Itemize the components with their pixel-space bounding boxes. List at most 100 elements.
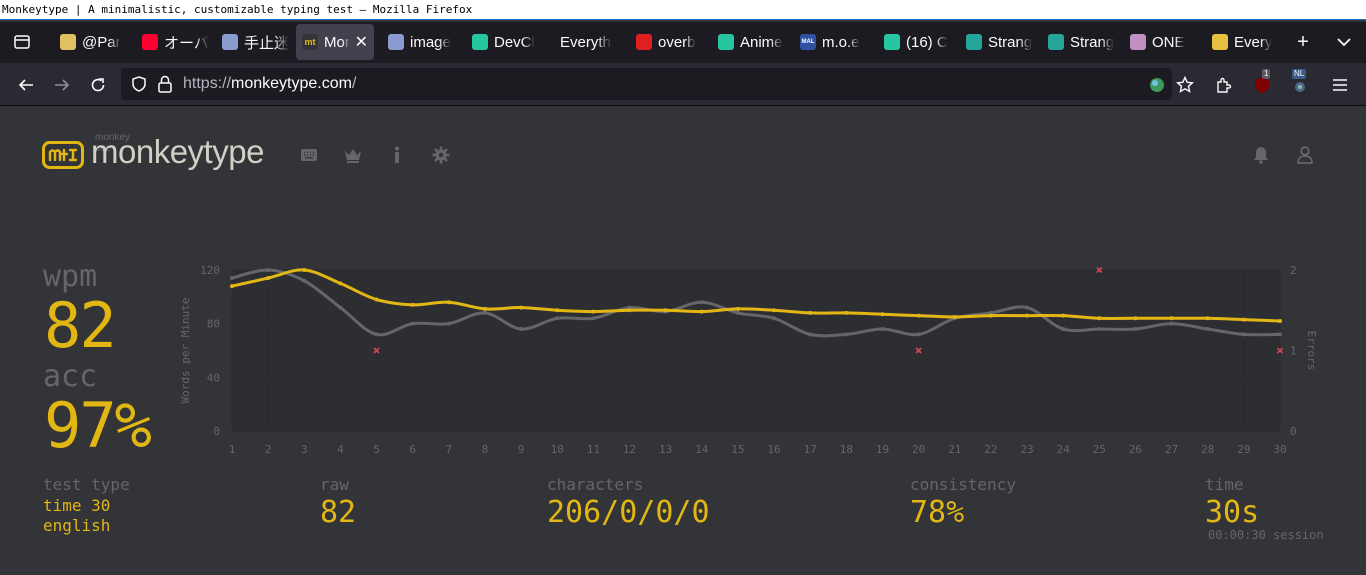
crown-icon[interactable] [343, 145, 363, 165]
chart-series-wpm-line [231, 268, 1281, 323]
chart-error-marker [1096, 266, 1103, 274]
tracking-protection-shield-icon[interactable] [131, 76, 147, 92]
chart-series-raw-point [230, 276, 234, 281]
chart-series-raw-point [266, 268, 271, 272]
firefox-view-icon[interactable] [10, 30, 34, 54]
session-time: 00:00:30 session [1208, 528, 1324, 542]
chart-series-raw-point [519, 327, 524, 332]
app-menu-button[interactable] [1328, 73, 1352, 97]
tab-label: image [410, 33, 451, 51]
chart-x-tick-label: 29 [1237, 443, 1250, 456]
chart-series-wpm-point [230, 284, 234, 289]
chart-series-raw-point [772, 316, 777, 321]
monkeytype-logo[interactable]: monkey see monkeytype [42, 132, 264, 170]
test-type-label: test type [43, 475, 130, 494]
browser-tab[interactable]: DevCl [466, 24, 542, 60]
chart-x-tick-label: 9 [518, 443, 525, 456]
extensions-button[interactable] [1212, 73, 1236, 97]
chart-series-raw-point [1205, 327, 1210, 332]
chart-series-raw-point [808, 332, 813, 337]
browser-tab[interactable]: ONE [1124, 24, 1202, 60]
ublock-icon [1255, 77, 1269, 93]
url-path: / [351, 75, 357, 92]
raw-label: raw [320, 475, 349, 494]
browser-tab[interactable]: オーバ [136, 24, 212, 60]
chart-error-marker [1276, 347, 1284, 354]
headphones-favicon-icon [966, 34, 982, 50]
arrow-right-icon [55, 79, 70, 91]
wpm-value: 82 [44, 289, 117, 362]
puzzle-icon [1217, 77, 1232, 93]
browser-tab[interactable]: Anime [712, 24, 790, 60]
browser-tab[interactable]: 手止迷 [216, 24, 292, 60]
page-translate-icon[interactable] [1148, 76, 1166, 94]
tab-label: ONE [1152, 33, 1185, 51]
url-text[interactable]: https://monkeytype.com/ [183, 75, 356, 93]
url-bar[interactable]: https://monkeytype.com/ [121, 68, 1194, 100]
chart-series-wpm-point [446, 300, 451, 305]
chart-series-wpm-point [1205, 316, 1210, 321]
tab-strip: @Par オーバ 手止迷 mt Mor✕ image DevCl Everythin overb… [0, 22, 1366, 63]
ublock-badge: 1 [1262, 69, 1271, 79]
browser-tab[interactable]: MAL m.o.e [794, 24, 874, 60]
site-name: monkeytype [91, 133, 264, 170]
consistency-value: 78% [910, 495, 965, 530]
chart-x-tick-label: 25 [1093, 443, 1106, 456]
site-subtitle: monkey see [95, 132, 131, 154]
nl-extension-button[interactable]: NL [1288, 69, 1312, 97]
back-button[interactable] [14, 73, 38, 97]
list-all-tabs-button[interactable] [1332, 30, 1356, 54]
chart-series-raw-point [302, 278, 307, 283]
lock-icon[interactable] [157, 75, 173, 93]
chart-series-wpm-point [302, 268, 307, 272]
sword-favicon-icon [636, 34, 652, 50]
chart-y-tick-label: 40 [207, 371, 220, 384]
browser-tab[interactable]: Every [1206, 24, 1280, 60]
chart-x-tick-label: 8 [482, 443, 489, 456]
chart-series-raw-point [1061, 327, 1066, 332]
chart-x-tick-label: 16 [767, 443, 780, 456]
chart-series-wpm-point [627, 308, 632, 313]
chart-x-tick-label: 11 [587, 443, 600, 456]
chart-y2-axis-label: Errors [1305, 331, 1318, 371]
browser-tab[interactable]: mt Mor ✕ [296, 24, 374, 60]
browser-tab[interactable]: @Par [54, 24, 132, 60]
chart-series-wpm-point [699, 309, 704, 314]
chart-x-tick-label: 21 [948, 443, 961, 456]
ublock-origin-button[interactable]: 1 [1250, 69, 1274, 97]
chart-series-wpm-point [555, 308, 560, 313]
chart-series-wpm-point [338, 281, 343, 286]
settings-gear-icon[interactable] [431, 145, 451, 165]
test-type-mode: time 30 [43, 496, 111, 515]
feather-favicon-icon [388, 34, 404, 50]
new-tab-button[interactable]: + [1297, 30, 1309, 53]
chart-x-tick-label: 20 [912, 443, 925, 456]
star-favicon-icon [718, 34, 734, 50]
chart-error-marker [915, 347, 922, 354]
browser-tab[interactable]: Everythin [546, 24, 626, 60]
chart-series-wpm-point [1061, 313, 1066, 318]
chart-series-raw-point [591, 316, 596, 321]
chart-series-raw-point [1278, 332, 1282, 337]
browser-tab[interactable]: (16) C [878, 24, 956, 60]
info-icon[interactable] [387, 145, 407, 165]
browser-tab[interactable]: image [382, 24, 462, 60]
tab-label: Everythin [560, 33, 612, 51]
keyboard-icon[interactable] [299, 145, 319, 165]
chart-series-raw-point [735, 310, 740, 315]
account-user-icon[interactable] [1295, 145, 1315, 165]
bookmark-star-icon[interactable] [1176, 76, 1194, 94]
close-tab-icon[interactable]: ✕ [354, 34, 368, 51]
chart-series-wpm-point [374, 297, 379, 302]
characters-label: characters [547, 475, 644, 494]
browser-tab[interactable]: Strang [960, 24, 1038, 60]
chart-series-raw-point [699, 300, 704, 305]
browser-tab[interactable]: overb [630, 24, 708, 60]
chart-series-raw-point [410, 321, 415, 326]
reload-button[interactable] [86, 73, 110, 97]
browser-tab[interactable]: Strang [1042, 24, 1120, 60]
chart-series-raw-point [1241, 332, 1246, 337]
notifications-bell-icon[interactable] [1251, 145, 1271, 165]
forward-button[interactable] [50, 73, 74, 97]
